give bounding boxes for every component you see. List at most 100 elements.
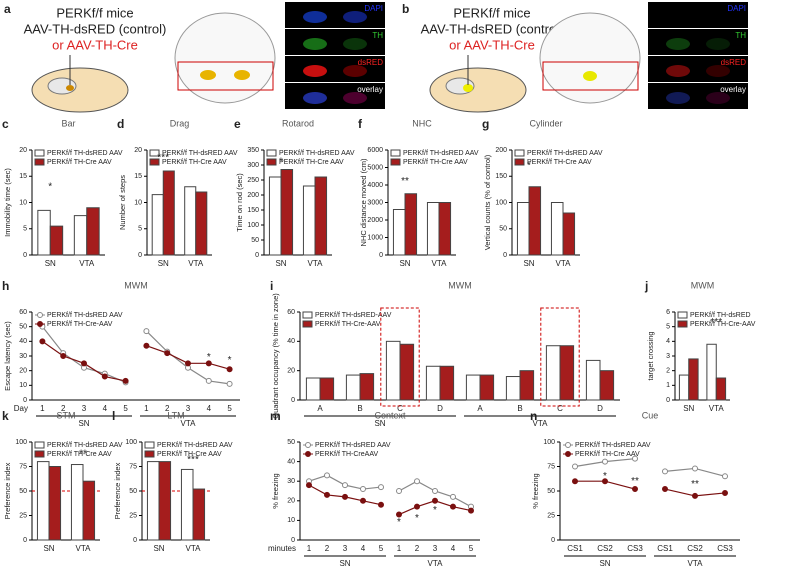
group-label: SN xyxy=(374,419,385,428)
y-axis-label: Quadrant occupancy (% time in zone) xyxy=(271,293,280,419)
legend-swatch xyxy=(266,149,277,157)
legend-marker xyxy=(37,312,43,318)
y-tick-label: 150 xyxy=(495,173,507,180)
panel-letter: g xyxy=(482,117,489,131)
significance: ** xyxy=(631,476,639,487)
marker xyxy=(342,493,348,500)
significance: ** xyxy=(401,176,409,187)
signal xyxy=(303,65,327,77)
marker xyxy=(324,472,330,479)
y-tick-label: 40 xyxy=(19,338,27,345)
zoom-box xyxy=(542,61,639,91)
legend-swatch xyxy=(144,450,155,458)
y-tick-label: 1 xyxy=(666,382,670,389)
legend-swatch xyxy=(677,320,688,328)
y-tick-label: 5 xyxy=(138,226,142,233)
marker xyxy=(572,463,578,470)
marker xyxy=(722,489,728,496)
micrograph xyxy=(648,2,748,28)
legend-label: PERKf/f TH-dsRED AAV xyxy=(157,442,233,449)
chart-title: Context xyxy=(374,410,406,420)
legend-label: PERKf/f TH-dsRED AAV xyxy=(47,150,123,157)
y-tick-label: 10 xyxy=(287,517,295,524)
x-tick-label: 4 xyxy=(207,404,212,413)
legend-swatch xyxy=(34,441,45,449)
group-label: VTA xyxy=(688,559,704,568)
legend-label: PERKf/f TH-dsRED AAV xyxy=(403,150,479,157)
chart-title: Drag xyxy=(170,118,190,128)
y-tick-label: 1000 xyxy=(367,234,383,241)
x-tick-label: SN xyxy=(275,259,286,268)
marker xyxy=(450,493,456,500)
x-tick-label: VTA xyxy=(186,544,202,553)
bar xyxy=(86,207,100,256)
stain-label: dsRED xyxy=(358,58,384,67)
group-label: SN xyxy=(78,419,89,428)
y-tick-label: 100 xyxy=(15,439,27,446)
marker xyxy=(662,468,668,475)
bar xyxy=(319,377,335,401)
bar xyxy=(192,488,206,541)
x-tick-label: 3 xyxy=(82,404,87,413)
x-tick-label: SN xyxy=(158,259,169,268)
marker xyxy=(378,501,384,508)
marker xyxy=(101,373,108,380)
x-axis-label: minutes xyxy=(268,544,296,553)
legend-label: PERKf/f TH-dsRED AAV xyxy=(575,442,651,449)
micrograph xyxy=(648,56,748,82)
bar xyxy=(505,376,521,401)
bar xyxy=(438,202,452,256)
control-label: AAV-TH-dsRED (control) xyxy=(24,21,167,36)
legend-swatch xyxy=(390,149,401,157)
x-tick-label: CS2 xyxy=(687,544,703,553)
x-tick-label: B xyxy=(357,404,362,413)
y-tick-label: 350 xyxy=(247,147,259,154)
y-axis-label: Preference index xyxy=(113,462,122,519)
y-axis-label: Time on rod (sec) xyxy=(235,173,244,232)
x-tick-label: D xyxy=(597,404,603,413)
y-axis-label: Preference index xyxy=(3,462,12,519)
legend-label: PERKf/f TH-Cre AAV xyxy=(279,159,344,166)
bar xyxy=(184,186,197,256)
bar xyxy=(399,343,415,401)
x-tick-label: SN xyxy=(153,544,164,553)
panel-letter: d xyxy=(117,117,124,131)
x-tick-label: CS2 xyxy=(597,544,613,553)
panel-letter: c xyxy=(2,117,9,131)
marker xyxy=(722,473,728,480)
panel-letter: k xyxy=(2,409,9,423)
highlight-box xyxy=(380,307,420,407)
stain-label: TH xyxy=(372,31,383,40)
bar xyxy=(559,345,575,401)
significance: * xyxy=(603,471,607,482)
bar xyxy=(385,340,401,401)
x-tick-label: VTA xyxy=(308,259,324,268)
legend-label: PERKf/f TH-CreAAV xyxy=(315,451,378,458)
panel-a: a PERKf/f mice AAV-TH-dsRED (control) or… xyxy=(4,2,276,113)
x-tick-label: 2 xyxy=(415,544,420,553)
y-axis-label: Vertical counts (% of control) xyxy=(483,154,492,250)
y-tick-label: 150 xyxy=(247,207,259,214)
bar xyxy=(359,373,375,401)
x-tick-label: VTA xyxy=(188,259,204,268)
y-tick-label: 20 xyxy=(19,147,27,154)
legend-marker xyxy=(305,442,311,448)
signal xyxy=(343,92,367,104)
y-tick-label: 250 xyxy=(247,177,259,184)
signal xyxy=(666,38,690,50)
marker xyxy=(414,478,420,485)
bar xyxy=(158,461,172,541)
y-tick-label: 0 xyxy=(666,397,670,404)
x-tick-label: VTA xyxy=(432,259,448,268)
bar xyxy=(345,374,361,401)
x-tick-label: CS1 xyxy=(657,544,673,553)
y-axis-label: target crossing xyxy=(646,331,655,380)
y-tick-label: 5 xyxy=(23,226,27,233)
panel-b: b PERKf/f mice AAV-TH-dsRED (control) or… xyxy=(402,2,641,113)
highlight-box xyxy=(540,307,580,407)
y-tick-label: 0 xyxy=(23,537,27,544)
group-label: VTA xyxy=(428,559,444,568)
micrograph xyxy=(648,29,748,55)
marker xyxy=(143,342,150,349)
